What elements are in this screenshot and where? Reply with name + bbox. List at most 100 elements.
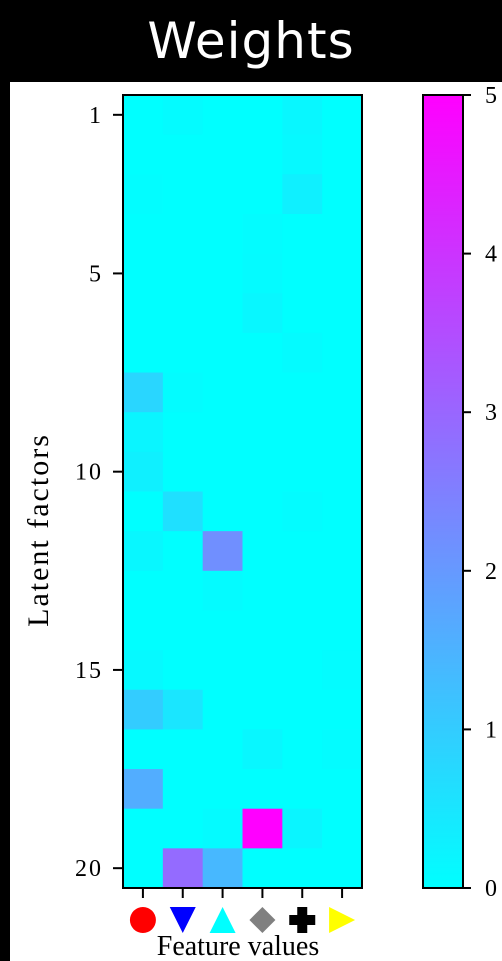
heatmap-cell xyxy=(202,95,244,136)
heatmap-cell xyxy=(123,610,164,651)
heatmap-cell xyxy=(282,531,323,572)
heatmap-cell xyxy=(242,95,283,136)
heatmap-cell xyxy=(242,848,283,889)
heatmap-cell xyxy=(322,372,363,413)
heatmap-cell xyxy=(282,570,323,612)
x-marker-diamond xyxy=(249,907,276,933)
heatmap-cell xyxy=(282,729,323,770)
heatmap-cell xyxy=(242,729,283,770)
heatmap-cell xyxy=(202,174,244,215)
heatmap-cell xyxy=(123,95,164,136)
heatmap-cell xyxy=(162,729,204,770)
heatmap-cell xyxy=(242,610,283,651)
heatmap-cell xyxy=(322,689,363,730)
heatmap-cell xyxy=(322,650,363,691)
heatmap-cell xyxy=(123,253,164,294)
heatmap-cell xyxy=(282,213,323,255)
heatmap-cell xyxy=(282,808,323,849)
y-tick-label: 5 xyxy=(89,261,103,287)
heatmap-cell xyxy=(123,689,164,730)
heatmap-cell xyxy=(123,769,164,810)
heatmap-cell xyxy=(242,451,283,493)
heatmap-cell xyxy=(202,332,244,374)
heatmap-cell xyxy=(282,491,323,532)
heatmap-cell xyxy=(162,689,204,730)
heatmap-cell xyxy=(322,570,363,612)
heatmap-cell xyxy=(282,174,323,215)
heatmap-cell xyxy=(282,293,323,334)
x-marker-triangle-down xyxy=(169,907,196,933)
heatmap-cell xyxy=(123,451,164,493)
heatmap-cell xyxy=(162,134,204,175)
heatmap-cell xyxy=(162,174,204,215)
heatmap-cell xyxy=(322,293,363,334)
heatmap-cell xyxy=(322,451,363,493)
heatmap-cell xyxy=(242,689,283,730)
heatmap-cell xyxy=(242,531,283,572)
heatmap-cell xyxy=(162,95,204,136)
heatmap-cell xyxy=(202,134,244,175)
heatmap-cell xyxy=(202,570,244,612)
heatmap-cell xyxy=(123,372,164,413)
heatmap-cell xyxy=(242,213,283,255)
heatmap-cell xyxy=(242,412,283,453)
heatmap-cell xyxy=(242,253,283,294)
heatmap-cell xyxy=(162,650,204,691)
heatmap-cell xyxy=(282,372,323,413)
heatmap-cell xyxy=(123,570,164,612)
colorbar-tick-label: 3 xyxy=(485,400,497,426)
heatmap-cell xyxy=(123,808,164,849)
heatmap-cell xyxy=(202,650,244,691)
heatmap-cell xyxy=(322,531,363,572)
colorbar-tick-label: 2 xyxy=(485,559,497,585)
heatmap-cell xyxy=(242,650,283,691)
heatmap-cell xyxy=(123,174,164,215)
chart-panel: 1 5 10 15 20 Latent factors Feature values 0… xyxy=(10,82,502,961)
heatmap-cell xyxy=(242,332,283,374)
heatmap-cell xyxy=(162,253,204,294)
heatmap-cell xyxy=(322,769,363,810)
heatmap-cell xyxy=(282,134,323,175)
heatmap-cell xyxy=(123,332,164,374)
heatmap-cell xyxy=(162,332,204,374)
colorbar-tick-label: 1 xyxy=(485,717,497,743)
heatmap-cell xyxy=(202,451,244,493)
heatmap-cell xyxy=(242,293,283,334)
heatmap-cell xyxy=(322,610,363,651)
heatmap-cell xyxy=(282,848,323,889)
heatmap-cell xyxy=(322,253,363,294)
heatmap-cell xyxy=(282,650,323,691)
chart-title: Weights xyxy=(0,0,502,82)
heatmap-cell xyxy=(123,491,164,532)
heatmap-cell xyxy=(162,531,204,572)
heatmap-cells xyxy=(123,95,363,889)
heatmap-cell xyxy=(322,491,363,532)
heatmap-cell xyxy=(162,372,204,413)
heatmap-cell xyxy=(162,412,204,453)
heatmap-cell xyxy=(202,491,244,532)
heatmap-cell xyxy=(202,848,244,889)
heatmap-cell xyxy=(202,808,244,849)
heatmap-cell xyxy=(123,729,164,770)
x-marker-triangle-up xyxy=(209,907,236,933)
x-marker-circle xyxy=(129,907,156,933)
heatmap-cell xyxy=(162,848,204,889)
heatmap-cell xyxy=(242,808,283,849)
heatmap-cell xyxy=(322,808,363,849)
heatmap-cell xyxy=(282,689,323,730)
heatmap-cell xyxy=(202,531,244,572)
y-tick-label: 1 xyxy=(89,103,103,129)
heatmap-cell xyxy=(123,213,164,255)
heatmap-cell xyxy=(162,570,204,612)
heatmap-cell xyxy=(242,570,283,612)
heatmap-cell xyxy=(282,451,323,493)
heatmap-cell xyxy=(242,174,283,215)
heatmap-cell xyxy=(162,808,204,849)
heatmap-cell xyxy=(202,769,244,810)
heatmap-cell xyxy=(202,293,244,334)
heatmap-cell xyxy=(242,769,283,810)
heatmap-cell xyxy=(162,293,204,334)
heatmap-cell xyxy=(322,213,363,255)
